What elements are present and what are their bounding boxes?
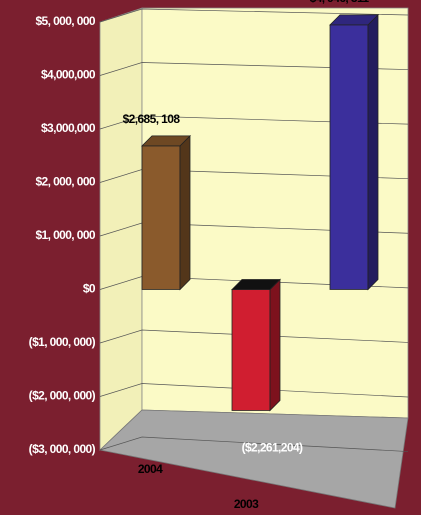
side-wall (99, 7, 143, 451)
y-tick-label: $3,000,000 (41, 121, 96, 135)
y-tick-label: ($1, 000, 000) (29, 335, 96, 349)
y-tick-label: $1, 000, 000 (35, 228, 95, 242)
bar-top (141, 135, 191, 147)
y-tick-label: $4,000,000 (41, 68, 96, 82)
bar-side (269, 278, 281, 412)
y-tick-label: ($2, 000, 000) (29, 389, 96, 403)
y-tick-label: $5, 000, 000 (35, 14, 95, 28)
floor (99, 409, 409, 509)
bar (329, 13, 379, 291)
value-label: $4, 946, 311 (310, 0, 370, 5)
grid-line (99, 8, 409, 23)
bar (231, 278, 281, 412)
y-tick-label: $0 (83, 282, 96, 296)
value-label: ($2,261,204) (242, 441, 303, 455)
bar-front (231, 289, 271, 411)
grid-line (99, 115, 409, 130)
bar-front (141, 145, 181, 290)
grid-line (99, 383, 409, 398)
y-tick-label: $2, 000, 000 (35, 175, 95, 189)
bar-side (179, 134, 191, 291)
y-tick-label: ($3, 000, 000) (29, 442, 96, 456)
bar-top (329, 14, 379, 26)
x-tick-label: 2004 (138, 462, 163, 476)
bar-top (231, 279, 281, 290)
value-label: $2,685, 108 (123, 112, 181, 126)
grid-line (99, 62, 409, 76)
bar-side (367, 13, 379, 291)
x-tick-label: 2003 (234, 497, 259, 511)
grid-line (99, 329, 409, 344)
grid-line (99, 436, 409, 452)
bar-front (329, 24, 369, 290)
bar (141, 134, 191, 291)
